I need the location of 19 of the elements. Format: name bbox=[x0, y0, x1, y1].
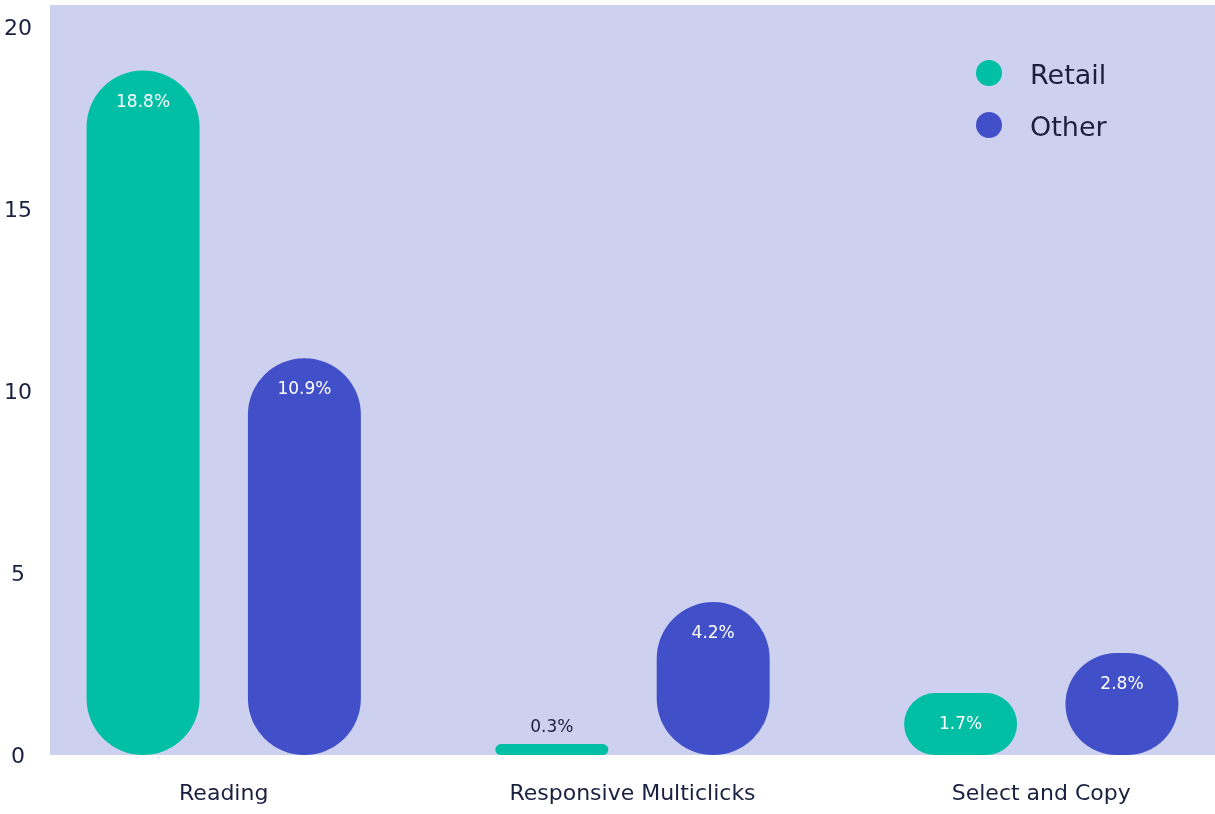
text: 10.9% bbox=[277, 378, 332, 399]
x-tick-label: Responsive Multiclicks bbox=[509, 780, 756, 805]
y-tick-label: 10 bbox=[4, 378, 32, 404]
bar bbox=[247, 358, 361, 755]
legend-label: Other bbox=[1030, 111, 1108, 143]
bar bbox=[86, 70, 200, 755]
y-tick-label: 15 bbox=[4, 196, 32, 222]
x-tick-label: Reading bbox=[179, 780, 269, 805]
bar bbox=[495, 744, 609, 755]
y-tick-label: 5 bbox=[11, 560, 25, 586]
legend-label: Retail bbox=[1030, 59, 1107, 91]
text: 18.8% bbox=[116, 90, 171, 111]
y-tick-label: 0 bbox=[11, 742, 25, 768]
y-tick-label: 20 bbox=[4, 14, 32, 40]
text: 2.8% bbox=[1100, 673, 1144, 694]
text: 4.2% bbox=[691, 622, 735, 643]
x-tick-label: Select and Copy bbox=[951, 780, 1131, 805]
text: 1.7% bbox=[938, 713, 983, 734]
text: 0.3% bbox=[530, 716, 574, 737]
